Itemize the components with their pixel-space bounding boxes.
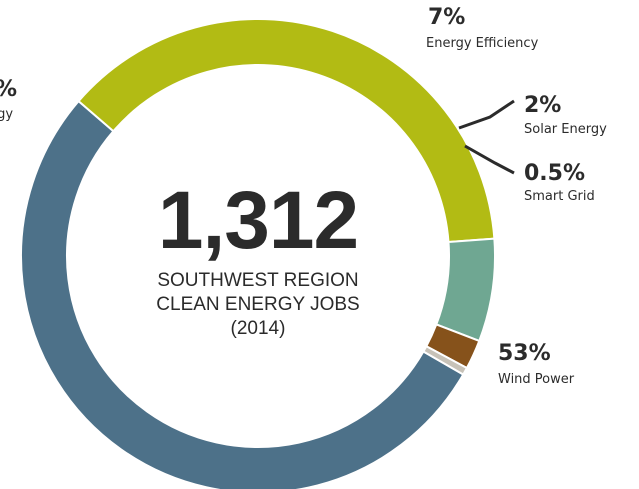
energy-efficiency-percent: 7%: [428, 5, 465, 30]
energy-efficiency-slice: [435, 237, 496, 343]
solar-energy-label: Solar Energy: [524, 122, 607, 137]
wind-power-label: Wind Power: [498, 372, 575, 387]
slice-labels: 53% Wind Power % rgy 7% Energy Efficienc…: [0, 5, 607, 387]
center-caption-line-2: CLEAN ENERGY JOBS: [156, 294, 359, 315]
center-caption-line-3: (2014): [231, 318, 286, 339]
wind-power-slice: [20, 99, 465, 489]
donut-slices: [20, 18, 496, 489]
clipped-slice-percent: %: [0, 77, 17, 102]
smart-grid-leader-line: [464, 144, 515, 175]
energy-efficiency-label: Energy Efficiency: [426, 36, 539, 51]
center-total-number: 1,312: [158, 175, 358, 266]
solar-leader-line: [458, 99, 515, 130]
leader-lines: [458, 99, 515, 175]
smart-grid-percent: 0.5%: [524, 161, 585, 186]
wind-power-percent: 53%: [498, 341, 551, 366]
center-caption-line-1: SOUTHWEST REGION: [157, 270, 358, 291]
solar-energy-percent: 2%: [524, 93, 561, 118]
smart-grid-slice: [422, 344, 469, 376]
clipped-slice-label: rgy: [0, 107, 13, 122]
smart-grid-label: Smart Grid: [524, 189, 595, 204]
center-summary: 1,312 SOUTHWEST REGION CLEAN ENERGY JOBS…: [156, 175, 359, 339]
